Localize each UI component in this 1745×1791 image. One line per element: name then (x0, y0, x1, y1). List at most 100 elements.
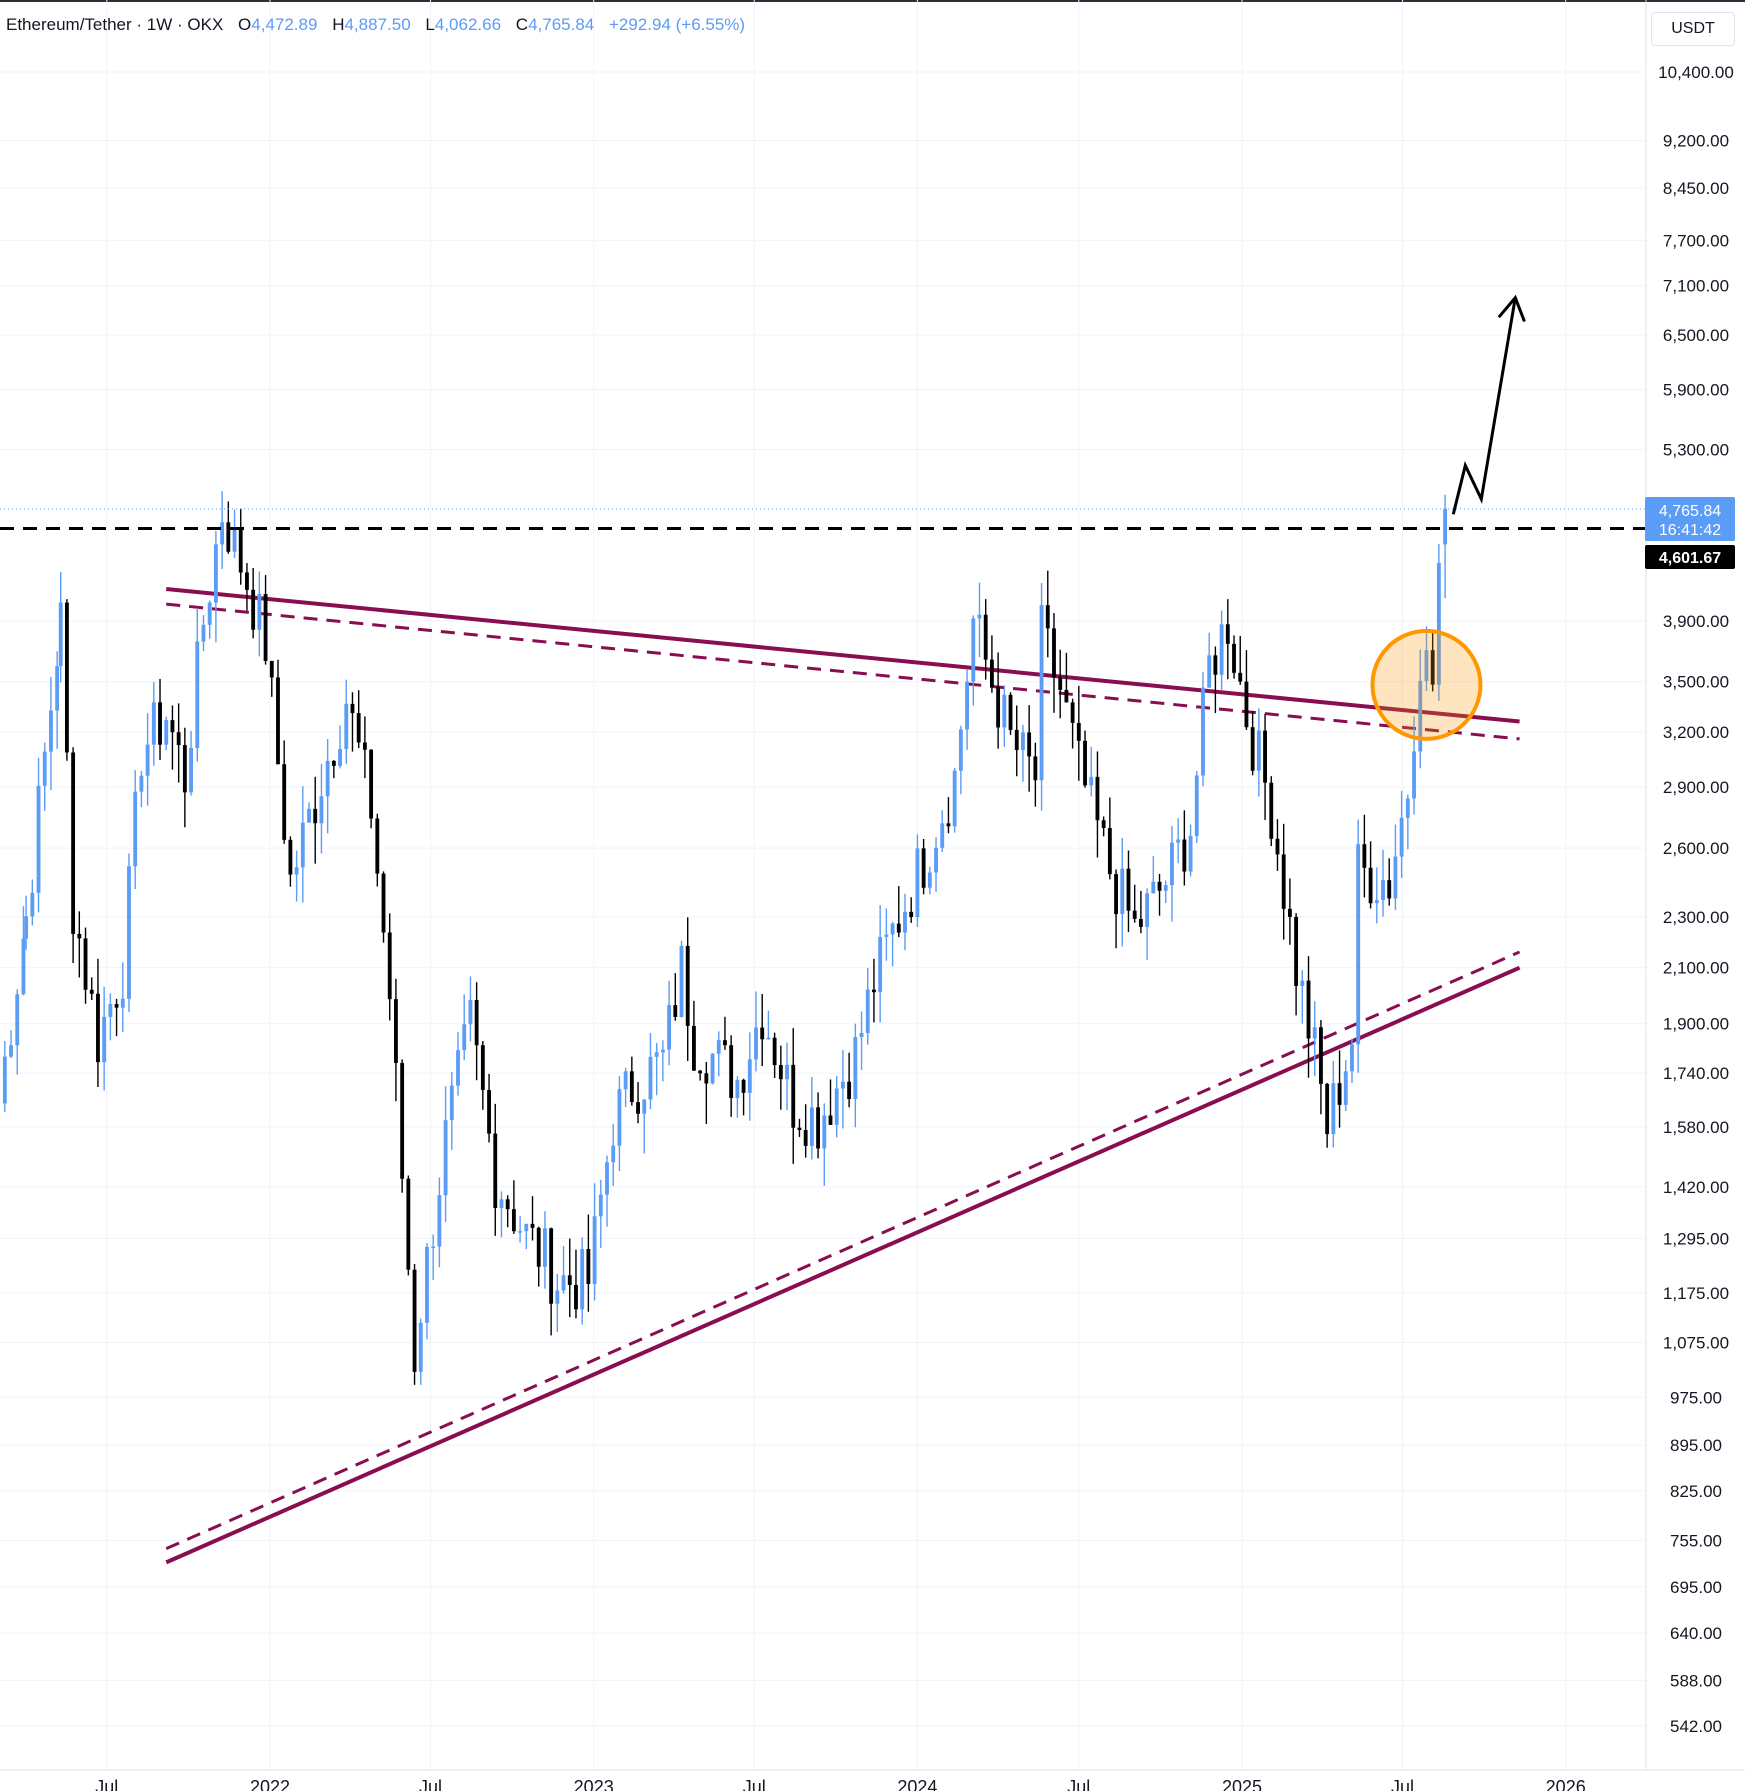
candle-up (1176, 839, 1181, 843)
price-tick-label: 3,200.00 (1663, 723, 1729, 742)
candle-down (1064, 689, 1069, 703)
candle-up (1002, 694, 1007, 728)
price-tick-label: 10,400.00 (1658, 63, 1734, 82)
price-tick-label: 6,500.00 (1663, 326, 1729, 345)
time-tick-label: 2026 (1546, 1777, 1586, 1791)
trendline-solid (165, 965, 1521, 1565)
candle-up (1418, 680, 1423, 752)
candle-up (971, 618, 976, 682)
open-key: O (238, 15, 252, 34)
price-tick-label: 825.00 (1670, 1482, 1722, 1501)
candle-up (1399, 817, 1404, 857)
level-price-tag (1645, 545, 1735, 569)
candle-down (1287, 908, 1292, 917)
candle-down (1213, 655, 1218, 675)
candle-up (1443, 508, 1448, 545)
candle-up (431, 1246, 436, 1249)
candle-up (1343, 1071, 1348, 1105)
candle-up (189, 747, 193, 793)
price-tick-label: 1,420.00 (1663, 1178, 1729, 1197)
candle-down (1126, 868, 1131, 911)
candle-down (276, 677, 280, 765)
time-tick-label: 2024 (897, 1777, 937, 1791)
candle-up (139, 775, 144, 792)
price-tick-label: 588.00 (1670, 1671, 1722, 1690)
price-tick-label: 5,300.00 (1663, 440, 1729, 459)
candle-down (96, 993, 100, 1063)
candle-down (921, 848, 926, 888)
candle-down (1058, 677, 1063, 690)
candle-up (952, 770, 957, 827)
candle-down (251, 589, 256, 630)
price-tick-label: 3,900.00 (1663, 612, 1729, 631)
candle-up (300, 822, 305, 868)
candle-down (791, 1064, 796, 1128)
symbol-title[interactable]: Ethereum/Tether · 1W · OKX (6, 15, 224, 34)
candle-up (164, 720, 169, 745)
candle-up (617, 1089, 622, 1146)
candle-down (269, 660, 274, 678)
candle-down (1250, 727, 1255, 771)
candle-up (213, 544, 218, 603)
high-key: H (332, 15, 345, 34)
candle-up (1300, 980, 1305, 986)
time-axis[interactable]: Jul 2022 Jul 2023 Jul 2024 Jul 2025 Jul 2026 (95, 1777, 1585, 1791)
candle-down (1033, 756, 1038, 781)
candle-down (946, 823, 951, 827)
candle-up (710, 1053, 715, 1084)
candle-down (182, 745, 187, 793)
candle-up (319, 796, 324, 824)
time-tick-label: 2023 (574, 1777, 614, 1791)
candle-down (369, 749, 374, 819)
candle-up (1256, 730, 1261, 771)
candle-up (36, 785, 41, 893)
candle-down (1027, 732, 1032, 757)
currency-button[interactable]: USDT (1651, 12, 1735, 46)
candle-down (729, 1045, 734, 1098)
price-tick-label: 1,580.00 (1663, 1118, 1729, 1137)
candle-down (263, 594, 268, 661)
candle-down (282, 764, 287, 840)
candle-down (698, 1070, 703, 1074)
candle-up (102, 1016, 107, 1063)
time-tick-label: 2022 (250, 1777, 290, 1791)
candle-up (1436, 562, 1441, 685)
candle-up (151, 702, 156, 745)
symbol-legend: Ethereum/Tether · 1W · OKX O4,472.89 H4,… (6, 15, 745, 35)
candle-down (1430, 650, 1435, 685)
trendline-dashed (166, 602, 1520, 741)
candle-down (245, 572, 249, 590)
candle-up (977, 614, 982, 619)
price-tick-label: 2,300.00 (1663, 908, 1729, 927)
price-tick-label: 1,740.00 (1663, 1064, 1729, 1083)
price-axis[interactable]: 10,400.00 9,200.00 8,450.00 7,700.00 7,100.0… (1658, 63, 1734, 1736)
candle-up (58, 602, 63, 667)
price-tick-label: 542.00 (1670, 1717, 1722, 1736)
candle-up (555, 1290, 560, 1304)
candle-down (673, 1005, 678, 1018)
candle-down (629, 1071, 634, 1103)
candle-down (1362, 844, 1367, 868)
candle-down (1325, 1083, 1330, 1135)
candle-up (605, 1162, 609, 1195)
candle-down (77, 933, 82, 939)
low-value: 4,062.66 (434, 15, 502, 34)
candle-up (1170, 842, 1174, 886)
candle-down (226, 522, 231, 552)
candle-up (890, 923, 895, 935)
candle-down (64, 602, 69, 753)
candle-up (207, 602, 212, 625)
candle-up (55, 666, 60, 711)
change-value: +292.94 (+6.55%) (608, 15, 746, 34)
candle-up (927, 872, 932, 888)
candle-up (145, 744, 150, 776)
candle-up (1207, 655, 1212, 688)
trendlines (165, 587, 1521, 1565)
candle-down (331, 760, 336, 766)
candle-down (996, 687, 1001, 728)
candle-down (313, 808, 318, 824)
candle-up (754, 1027, 758, 1060)
candle-down (1337, 1083, 1342, 1105)
